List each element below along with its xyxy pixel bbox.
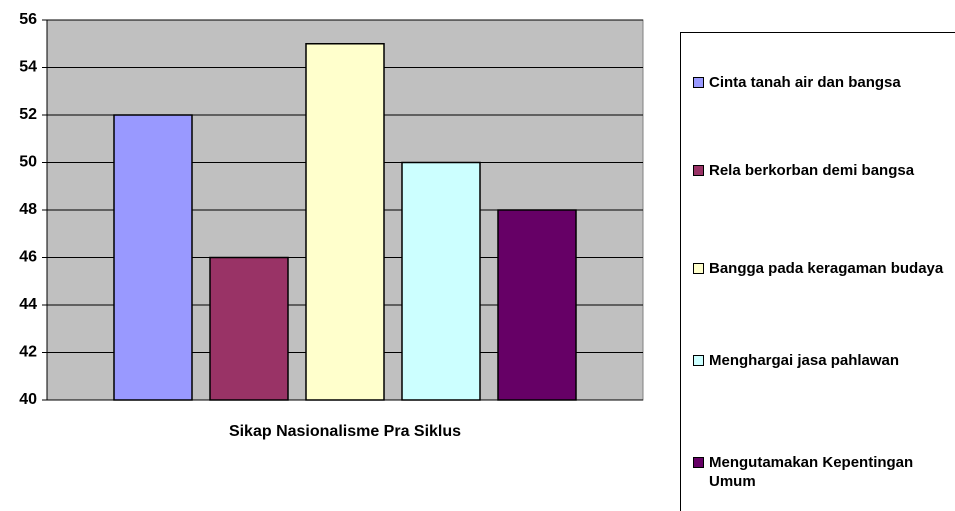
- legend-label: Cinta tanah air dan bangsa: [709, 74, 901, 91]
- legend-entry: Mengutamakan Kepentingan Umum: [693, 453, 955, 491]
- bar: [401, 161, 481, 401]
- bar: [209, 256, 289, 401]
- bar: [497, 209, 577, 401]
- legend-swatch: [693, 355, 704, 366]
- legend-swatch: [693, 77, 704, 88]
- legend-entry: Bangga pada keragaman budaya: [693, 259, 955, 278]
- x-tick-label: Sikap Nasionalisme Pra Siklus: [229, 423, 461, 440]
- y-tick-label: 56: [19, 11, 37, 28]
- y-tick-label: 54: [19, 59, 37, 76]
- y-tick-label: 46: [19, 249, 37, 266]
- y-tick-label: 52: [19, 106, 37, 123]
- legend-label: Menghargai jasa pahlawan: [709, 352, 900, 369]
- y-tick-label: 44: [19, 296, 37, 313]
- legend-entry: Cinta tanah air dan bangsa: [693, 73, 955, 92]
- bar: [113, 114, 193, 401]
- legend-label: Bangga pada keragaman budaya: [709, 260, 944, 277]
- legend-swatch: [693, 165, 704, 176]
- legend-swatch: [693, 263, 704, 274]
- legend-label: Mengutamakan Kepentingan Umum: [709, 454, 914, 490]
- legend-entry: Menghargai jasa pahlawan: [693, 351, 955, 370]
- legend-entry: Rela berkorban demi bangsa: [693, 161, 955, 180]
- y-tick-label: 40: [19, 391, 37, 408]
- legend-label: Rela berkorban demi bangsa: [709, 162, 915, 179]
- legend-swatch: [693, 457, 704, 468]
- legend: Cinta tanah air dan bangsa Rela berkorban…: [680, 32, 955, 511]
- y-tick-label: 50: [19, 154, 37, 171]
- y-tick-label: 48: [19, 201, 37, 218]
- bar: [305, 43, 385, 401]
- y-tick-label: 42: [19, 344, 37, 361]
